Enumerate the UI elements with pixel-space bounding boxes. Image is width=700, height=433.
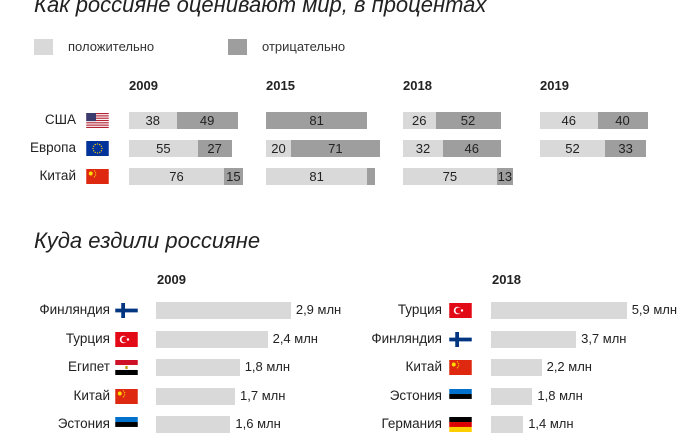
- destination-label: Египет: [67, 359, 110, 374]
- trip-bar: [491, 331, 577, 348]
- row-label: Китай: [39, 168, 77, 183]
- bar-positive: 26: [403, 112, 436, 129]
- destination-label: Германия: [381, 416, 442, 431]
- finland-flag-icon: [115, 303, 138, 318]
- destination-label: Китай: [73, 388, 111, 403]
- row-label: Европа: [29, 140, 76, 155]
- finland-flag-icon: [449, 332, 472, 347]
- china-flag-icon: [86, 169, 109, 184]
- year-header-2009: 2009: [129, 78, 158, 93]
- trip-value-label: 1,8 млн: [537, 388, 583, 403]
- bar-negative: 49: [176, 112, 238, 129]
- bar-negative: 40: [597, 112, 648, 129]
- egypt-flag-icon: [115, 360, 138, 375]
- legend-label-negative: отрицательно: [262, 39, 346, 54]
- trip-value-label: 2,9 млн: [295, 302, 342, 317]
- trip-value-label: 5,9 млн: [631, 302, 678, 317]
- bar-positive: 38: [129, 112, 177, 129]
- trip-bar: [156, 302, 291, 319]
- turkey-flag-icon: [449, 303, 472, 318]
- row-label: США: [44, 112, 76, 127]
- bar-negative: 15: [224, 168, 243, 185]
- china-flag-icon: [449, 360, 472, 375]
- trip-bar: [156, 331, 268, 348]
- bar-negative: 71: [291, 140, 380, 157]
- bar-positive: 32: [403, 140, 443, 157]
- trip-bar: [156, 388, 236, 405]
- bar-positive: 75: [403, 168, 497, 185]
- bar-negative: [367, 168, 375, 185]
- trip-bar: [491, 359, 542, 376]
- trip-value-label: 1,4 млн: [528, 416, 574, 431]
- trip-value-label: 1,6 млн: [235, 416, 281, 431]
- destination-label: Эстония: [389, 388, 442, 403]
- destination-label: Китай: [405, 359, 443, 374]
- bar-positive: 55: [129, 140, 198, 157]
- bar-negative: 33: [605, 140, 647, 157]
- destination-label: Финляндия: [39, 302, 110, 317]
- estonia-flag-icon: [115, 417, 138, 432]
- china-flag-icon: [115, 389, 138, 404]
- bar-negative: 81: [266, 112, 368, 129]
- trip-bar: [491, 388, 533, 405]
- year-header-2019: 2019: [540, 78, 569, 93]
- trips-year-header: 2018: [492, 272, 521, 287]
- bar-positive: 76: [129, 168, 224, 185]
- destination-label: Эстония: [57, 416, 110, 431]
- trip-value-label: 1,8 млн: [244, 359, 291, 374]
- legend-swatch-positive: [34, 39, 53, 55]
- legend-swatch-negative: [228, 39, 247, 55]
- trips-title: Куда ездили россияне: [34, 228, 261, 253]
- year-header-2015: 2015: [266, 78, 295, 93]
- bar-positive: 52: [540, 140, 605, 157]
- turkey-flag-icon: [115, 332, 138, 347]
- trip-value-label: 2,2 млн: [546, 359, 592, 374]
- usa-flag-icon: [86, 113, 109, 128]
- trip-bar: [156, 359, 240, 376]
- bar-positive: 20: [266, 140, 291, 157]
- destination-label: Финляндия: [371, 331, 442, 346]
- bar-negative: 27: [197, 140, 232, 157]
- bar-negative: 13: [496, 168, 513, 185]
- destination-label: Турция: [65, 331, 110, 346]
- trip-value-label: 3,7 млн: [581, 331, 627, 346]
- trip-bar: [491, 416, 524, 433]
- bar-negative: 52: [435, 112, 501, 129]
- eu-flag-icon: [86, 141, 109, 156]
- trip-value-label: 1,7 млн: [240, 388, 286, 403]
- trips-year-header: 2009: [157, 272, 186, 287]
- trip-bar: [491, 302, 627, 319]
- bar-negative: 46: [443, 140, 501, 157]
- destination-label: Турция: [397, 302, 442, 317]
- trip-value-label: 2,4 млн: [272, 331, 318, 346]
- year-header-2018: 2018: [403, 78, 432, 93]
- legend-label-positive: положительно: [68, 39, 155, 54]
- attitudes-title: Как россияне оценивают мир, в процентах: [34, 0, 487, 17]
- bar-positive: 46: [540, 112, 598, 129]
- germany-flag-icon: [449, 417, 472, 432]
- bar-positive: 81: [266, 168, 368, 185]
- trip-bar: [156, 416, 231, 433]
- estonia-flag-icon: [449, 389, 472, 404]
